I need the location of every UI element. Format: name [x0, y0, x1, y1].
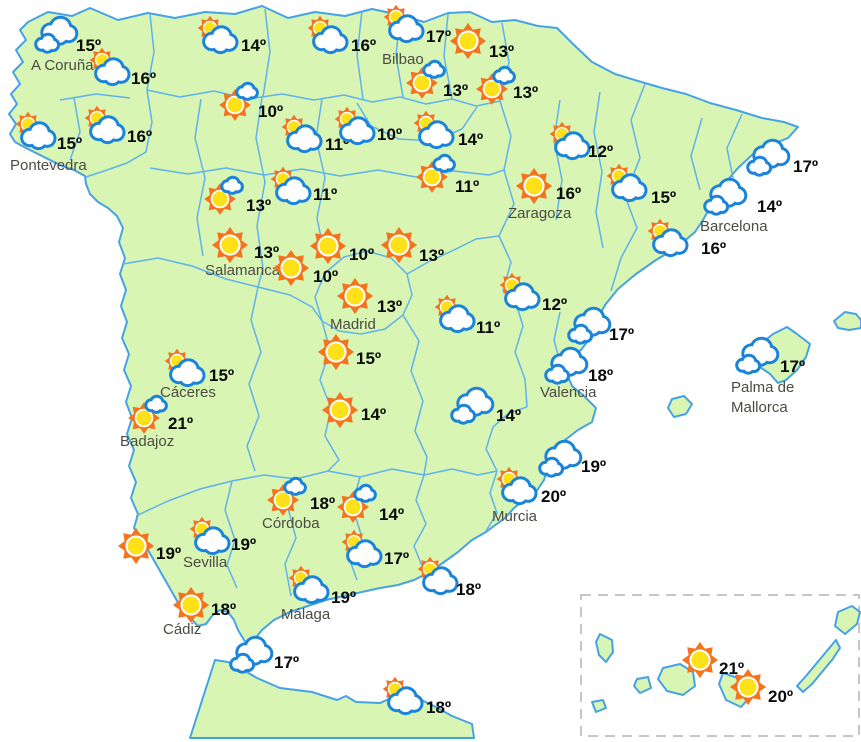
station-temperature: 17º	[780, 357, 806, 376]
station-temperature: 19º	[331, 588, 357, 607]
station-city-label: Málaga	[281, 606, 331, 623]
menorca-island	[833, 311, 861, 331]
station-temperature: 11º	[476, 318, 501, 337]
station-temperature: 18º	[426, 698, 452, 717]
station-temperature: 17º	[426, 27, 452, 46]
partly-icon	[499, 272, 541, 312]
station-temperature: 14º	[458, 130, 484, 149]
station-temperature: 19º	[156, 544, 182, 563]
station-temperature: 17º	[609, 325, 635, 344]
station-city-label: Palma de Mallorca	[731, 379, 795, 416]
station-temperature: 13º	[254, 243, 280, 262]
station-temperature: 17º	[274, 653, 300, 672]
station-temperature: 14º	[361, 405, 387, 424]
station-temperature: 12º	[588, 142, 614, 161]
station-temperature: 15º	[209, 366, 235, 385]
station-temperature: 14º	[496, 406, 522, 425]
mostly-icon	[204, 175, 244, 215]
station-temperature: 15º	[57, 134, 83, 153]
station-city-label: Badajoz	[120, 433, 175, 450]
cloudy-icon	[746, 138, 791, 177]
partly-icon	[417, 556, 459, 596]
station-temperature: 10º	[377, 125, 403, 144]
station-city-label: A Coruña	[31, 57, 94, 74]
station-temperature: 13º	[246, 196, 272, 215]
region-borders	[59, 8, 743, 597]
mostly-icon	[416, 153, 456, 193]
station-city-label: Salamanca	[205, 262, 281, 279]
station-temperature: 18º	[456, 580, 482, 599]
station-temperature: 11º	[313, 185, 338, 204]
station-temperature: 11º	[455, 177, 480, 196]
station-city-label: Cáceres	[160, 384, 216, 401]
station-temperature: 15º	[76, 36, 102, 55]
station-temperature: 17º	[384, 549, 410, 568]
station-city-label: Bilbao	[382, 51, 424, 68]
station-city-label: Murcia	[492, 508, 538, 525]
station-temperature: 15º	[651, 188, 677, 207]
station-temperature: 16º	[701, 239, 727, 258]
station-temperature: 16º	[127, 127, 153, 146]
partly-icon	[647, 218, 689, 258]
station-temperature: 10º	[349, 245, 375, 264]
station-city-label: Madrid	[330, 316, 376, 333]
station-temperature: 14º	[379, 505, 405, 524]
partly-icon	[413, 110, 455, 150]
station-city-label: Valencia	[540, 384, 597, 401]
el-hierro-island	[591, 699, 607, 713]
sunny-icon	[380, 226, 418, 264]
station-city-label: Zaragoza	[508, 205, 572, 222]
station-temperature: 19º	[581, 457, 607, 476]
partly-icon	[606, 163, 648, 203]
station-temperature: 21º	[168, 414, 194, 433]
station-temperature: 14º	[757, 197, 783, 216]
station-city-label: Córdoba	[262, 515, 320, 532]
partly-icon	[434, 294, 476, 334]
station-temperature: 16º	[556, 184, 582, 203]
station-temperature: 19º	[231, 535, 257, 554]
station-temperature: 20º	[541, 487, 567, 506]
africa-landmass	[189, 659, 475, 739]
station-temperature: 15º	[356, 349, 382, 368]
station-temperature: 14º	[241, 36, 267, 55]
station-temperature: 13º	[489, 42, 515, 61]
station-temperature: 16º	[351, 36, 377, 55]
station-city-label: Sevilla	[183, 554, 228, 571]
station-city-label: Cádiz	[163, 621, 202, 638]
station-temperature: 17º	[793, 157, 819, 176]
ibiza-island	[667, 395, 693, 418]
cloudy-icon	[450, 386, 495, 425]
station-temperature: 18º	[310, 494, 336, 513]
station-temperature: 18º	[588, 366, 614, 385]
station-temperature: 12º	[542, 295, 568, 314]
station-temperature: 21º	[719, 659, 745, 678]
station-temperature: 16º	[131, 69, 157, 88]
station-city-label: Barcelona	[700, 218, 768, 235]
station-temperature: 10º	[258, 102, 284, 121]
station-temperature: 10º	[313, 267, 339, 286]
station-temperature: 13º	[377, 297, 403, 316]
station-temperature: 13º	[419, 246, 445, 265]
la-gomera-island	[633, 676, 652, 694]
station-temperature: 20º	[768, 687, 794, 706]
lanzarote-island	[834, 605, 861, 635]
station-city-label: Pontevedra	[10, 157, 87, 174]
station-temperature: 18º	[211, 600, 237, 619]
canary-inset-box	[580, 594, 860, 737]
la-palma-island	[595, 633, 614, 663]
fuerteventura-island	[796, 639, 841, 693]
station-temperature: 13º	[443, 81, 469, 100]
station-temperature: 11º	[325, 135, 350, 154]
station-temperature: 13º	[513, 83, 539, 102]
partly-icon	[15, 111, 57, 151]
